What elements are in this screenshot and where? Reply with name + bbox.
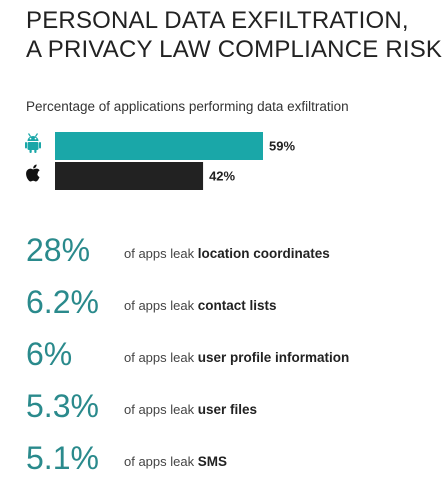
stat-text: of apps leak location coordinates <box>124 246 330 261</box>
stat-prefix: of apps leak <box>124 454 195 469</box>
bar-value-label: 42% <box>209 169 235 184</box>
stat-row: 6.2% of apps leak contact lists <box>26 280 446 332</box>
stat-row: 5.3% of apps leak user files <box>26 384 446 436</box>
stat-prefix: of apps leak <box>124 402 195 417</box>
apple-icon <box>26 164 40 182</box>
stat-prefix: of apps leak <box>124 350 195 365</box>
bar-chart: 59% 42% <box>25 132 295 190</box>
stat-prefix: of apps leak <box>124 298 195 313</box>
stat-prefix: of apps leak <box>124 246 195 261</box>
stat-text: of apps leak user profile information <box>124 350 349 365</box>
stat-value: 5.1% <box>26 440 99 476</box>
bar-ios <box>55 162 204 190</box>
title-line-1: PERSONAL DATA EXFILTRATION, <box>26 7 409 34</box>
bar-value-label: 59% <box>269 139 295 154</box>
stat-item: user files <box>197 402 258 417</box>
stat-value: 6.2% <box>26 284 99 320</box>
stats-list: 28% of apps leak location coordinates 6.… <box>26 228 446 488</box>
bar-android <box>55 132 263 160</box>
stat-item: location coordinates <box>197 246 330 261</box>
page-title: PERSONAL DATA EXFILTRATION, A PRIVACY LA… <box>26 6 442 64</box>
android-icon <box>25 133 41 153</box>
stat-value: 6% <box>26 336 73 372</box>
stat-text: of apps leak contact lists <box>124 298 277 313</box>
stat-row: 6% of apps leak user profile information <box>26 332 446 384</box>
stat-item: contact lists <box>197 298 277 313</box>
stat-item: SMS <box>197 454 227 469</box>
stat-text: of apps leak SMS <box>124 454 227 469</box>
stat-value: 28% <box>26 232 91 268</box>
title-line-2: A PRIVACY LAW COMPLIANCE RISK <box>26 36 443 63</box>
chart-title: Percentage of applications performing da… <box>26 99 349 114</box>
stat-text: of apps leak user files <box>124 402 257 417</box>
stat-row: 28% of apps leak location coordinates <box>26 228 446 280</box>
stat-item: user profile information <box>197 350 350 365</box>
stat-value: 5.3% <box>26 388 99 424</box>
stat-row: 5.1% of apps leak SMS <box>26 436 446 488</box>
